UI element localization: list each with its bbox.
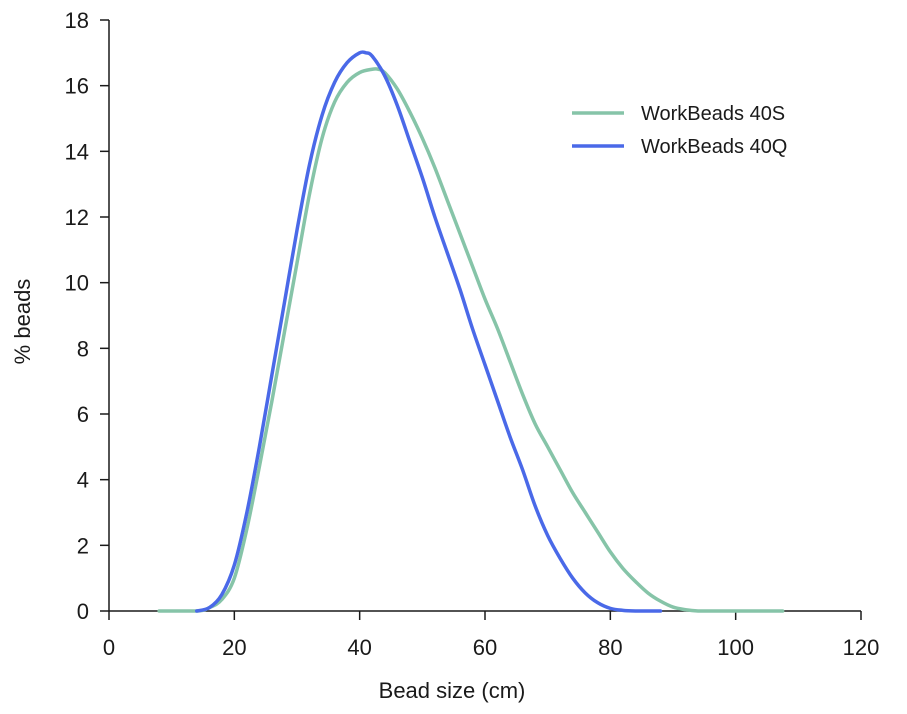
x-ticks: 0 20 40 60 80 100 120 (103, 611, 879, 660)
series-layer (157, 50, 785, 613)
y-tick-label: 4 (77, 468, 89, 493)
y-tick-label: 2 (77, 533, 89, 558)
y-tick-label: 18 (65, 8, 89, 33)
y-ticks: 0 2 4 6 8 10 12 14 16 18 (65, 8, 109, 624)
legend-label: WorkBeads 40Q (641, 136, 787, 158)
y-tick-label: 12 (65, 205, 89, 230)
x-tick-label: 20 (222, 635, 246, 660)
series-line-40q (194, 50, 663, 613)
x-tick-label: 100 (717, 635, 754, 660)
x-tick-label: 40 (347, 635, 371, 660)
y-tick-label: 6 (77, 402, 89, 427)
y-axis-title: % beads (10, 279, 35, 365)
y-tick-label: 0 (77, 599, 89, 624)
y-tick-label: 16 (65, 74, 89, 99)
x-tick-label: 80 (598, 635, 622, 660)
y-tick-label: 8 (77, 336, 89, 361)
legend: WorkBeads 40S WorkBeads 40Q (572, 103, 787, 158)
legend-label: WorkBeads 40S (641, 103, 785, 125)
x-tick-label: 60 (473, 635, 497, 660)
x-tick-label: 120 (843, 635, 880, 660)
series-line-40s (157, 67, 785, 613)
y-tick-label: 10 (65, 271, 89, 296)
y-tick-label: 14 (65, 139, 89, 164)
x-tick-label: 0 (103, 635, 115, 660)
x-axis-title: Bead size (cm) (379, 678, 526, 703)
